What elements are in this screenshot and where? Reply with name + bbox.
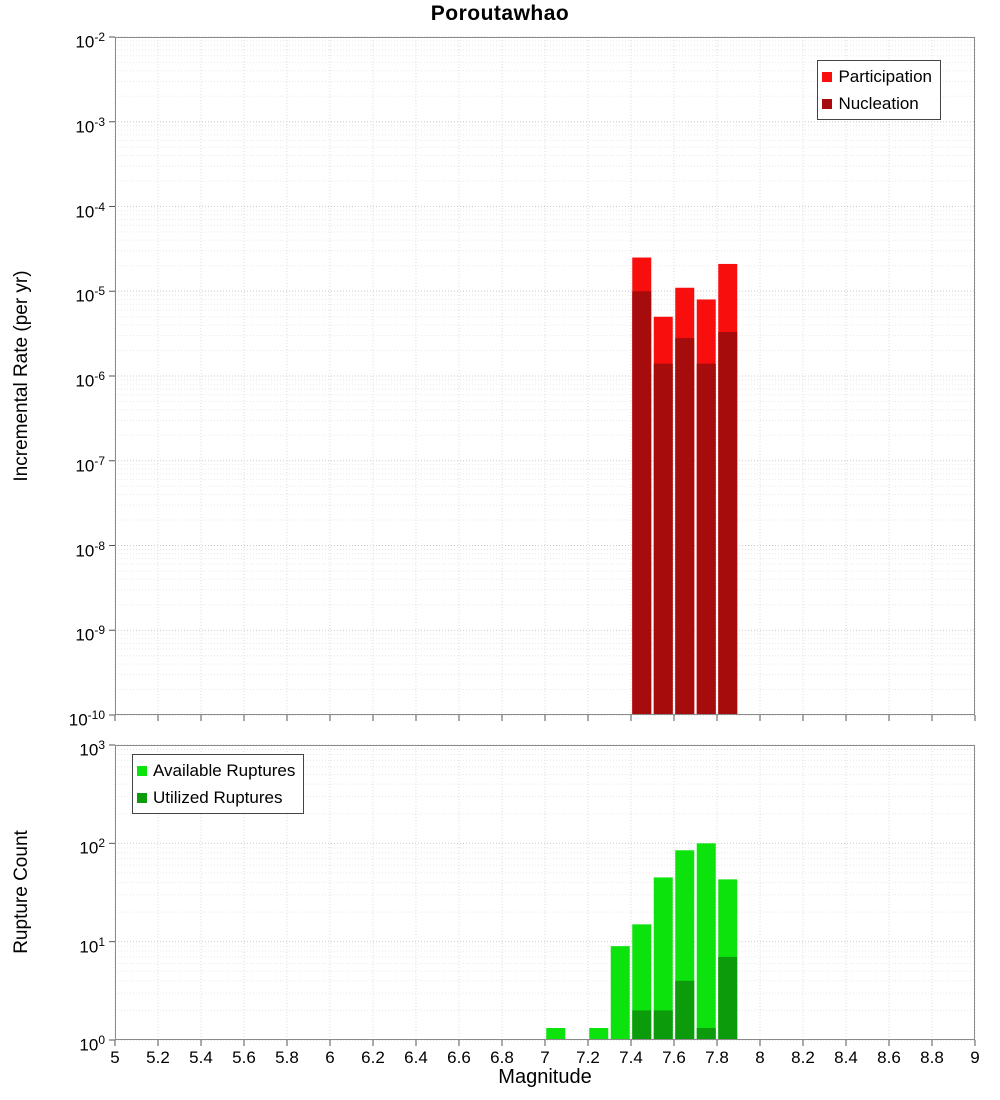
x-tick-label: 8 xyxy=(755,1048,765,1067)
y-tick-label: 10-5 xyxy=(75,284,105,306)
legend-label: Nucleation xyxy=(838,93,919,113)
incremental-rate-canvas xyxy=(109,36,976,721)
y-tick-label: 10-4 xyxy=(75,199,105,222)
y-tick-label: 10-3 xyxy=(75,114,105,137)
y-tick-label: 102 xyxy=(79,836,105,858)
available-ruptures-bar xyxy=(546,1028,566,1040)
x-tick-label: 7.4 xyxy=(619,1048,643,1067)
x-tick-label: 5 xyxy=(110,1048,120,1067)
available-ruptures-swatch xyxy=(137,765,147,776)
utilized-ruptures-bar xyxy=(675,980,695,1040)
available-ruptures-bar xyxy=(696,843,716,1040)
bars xyxy=(546,843,738,1040)
y-tick-label: 10-2 xyxy=(75,30,105,52)
x-tick-label: 8.4 xyxy=(834,1048,858,1067)
rate-legend: Participation Nucleation xyxy=(817,60,941,120)
rupture-count-canvas xyxy=(109,744,976,1046)
y-tick-label: 10-8 xyxy=(75,538,105,561)
legend-label: Participation xyxy=(838,66,932,86)
utilized-ruptures-swatch xyxy=(137,792,147,803)
x-tick-label: 7 xyxy=(540,1048,550,1067)
x-tick-label: 8.6 xyxy=(877,1048,901,1067)
y-tick-label: 10-6 xyxy=(75,369,105,391)
legend-item: Participation xyxy=(822,63,932,90)
axes xyxy=(109,36,976,721)
utilized-ruptures-bar xyxy=(696,1028,716,1040)
count-y-axis-label: Rupture Count xyxy=(11,830,32,954)
x-tick-label: 6 xyxy=(325,1048,335,1067)
x-axis-label: Magnitude xyxy=(498,1066,592,1088)
utilized-ruptures-bar xyxy=(718,956,738,1040)
legend-label: Available Ruptures xyxy=(153,760,296,780)
x-tick-label: 7.8 xyxy=(705,1048,729,1067)
nucleation-bar xyxy=(653,363,673,715)
y-tick-label: 10-9 xyxy=(75,623,105,645)
x-tick-label: 7.2 xyxy=(576,1048,600,1067)
x-tick-label: 5.6 xyxy=(232,1048,256,1067)
x-tick-label: 9 xyxy=(970,1048,980,1067)
rate-y-axis-label: Incremental Rate (per yr) xyxy=(11,270,32,482)
participation-swatch xyxy=(822,71,833,82)
x-tick-label: 8.8 xyxy=(920,1048,944,1067)
y-tick-label: 10-7 xyxy=(75,453,105,476)
nucleation-swatch xyxy=(822,98,833,109)
count-plot-area xyxy=(109,744,976,1046)
x-tick-label: 6.8 xyxy=(490,1048,514,1067)
x-tick-label: 6.6 xyxy=(447,1048,471,1067)
x-tick-label: 7.6 xyxy=(662,1048,686,1067)
nucleation-bar xyxy=(675,338,695,715)
y-tick-label: 101 xyxy=(79,934,105,957)
page-title: Poroutawhao xyxy=(430,2,570,25)
available-ruptures-bar xyxy=(610,946,630,1040)
available-ruptures-bar xyxy=(653,877,673,1040)
utilized-ruptures-bar xyxy=(653,1010,673,1040)
bars xyxy=(632,257,738,715)
x-tick-label: 8.2 xyxy=(791,1048,815,1067)
y-tick-label: 103 xyxy=(79,738,105,760)
y-tick-label: 100 xyxy=(79,1033,105,1055)
nucleation-bar xyxy=(696,363,716,715)
x-tick-label: 6.4 xyxy=(404,1048,428,1067)
available-ruptures-bar xyxy=(589,1028,609,1040)
axes xyxy=(109,744,976,1046)
x-tick-label: 6.2 xyxy=(361,1048,385,1067)
legend-label: Utilized Ruptures xyxy=(153,787,283,807)
x-tick-label: 5.4 xyxy=(189,1048,213,1067)
x-tick-label: 5.8 xyxy=(275,1048,299,1067)
count-legend: Available Ruptures Utilized Ruptures xyxy=(132,754,305,814)
grid xyxy=(114,36,976,716)
x-tick-label: 5.2 xyxy=(146,1048,170,1067)
legend-item: Available Ruptures xyxy=(137,757,295,784)
legend-item: Utilized Ruptures xyxy=(137,784,295,811)
nucleation-bar xyxy=(632,291,652,715)
legend-item: Nucleation xyxy=(822,90,932,117)
nucleation-bar xyxy=(718,332,738,715)
utilized-ruptures-bar xyxy=(632,1010,652,1040)
rate-plot-area xyxy=(109,36,976,721)
y-tick-label: 10-10 xyxy=(68,708,105,730)
